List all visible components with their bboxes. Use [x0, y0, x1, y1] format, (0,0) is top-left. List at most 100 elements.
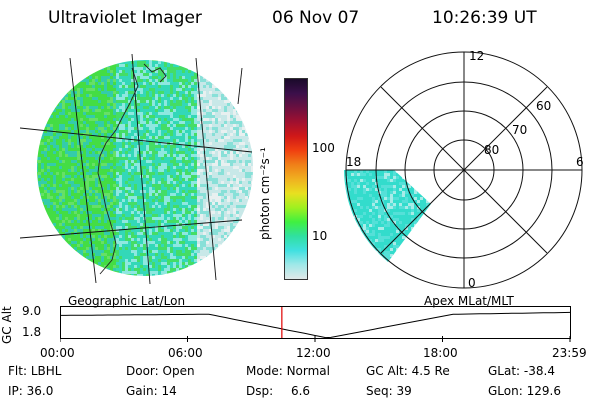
geo-pixel: [176, 226, 179, 229]
geo-pixel: [128, 199, 131, 202]
geo-pixel: [137, 91, 140, 94]
geo-pixel: [131, 106, 134, 109]
geo-pixel: [197, 157, 200, 160]
geo-pixel: [137, 112, 140, 115]
geo-pixel: [137, 73, 140, 76]
geo-pixel: [230, 67, 233, 70]
geo-pixel: [68, 139, 71, 142]
geo-pixel: [176, 67, 179, 70]
geo-pixel: [113, 214, 116, 217]
geo-pixel: [164, 190, 167, 193]
geo-pixel: [38, 85, 41, 88]
geo-pixel: [164, 226, 167, 229]
geo-pixel: [149, 142, 152, 145]
geo-pixel: [155, 220, 158, 223]
geo-pixel: [191, 199, 194, 202]
geo-pixel: [47, 184, 50, 187]
geo-pixel: [242, 202, 245, 205]
geo-pixel: [242, 172, 245, 175]
geo-pixel: [119, 127, 122, 130]
geo-pixel: [56, 190, 59, 193]
geo-pixel: [128, 202, 131, 205]
geo-pixel: [89, 169, 92, 172]
geo-pixel: [212, 106, 215, 109]
geo-pixel: [37, 202, 38, 205]
geo-pixel: [173, 97, 176, 100]
geo-pixel: [197, 91, 200, 94]
geo-pixel: [221, 217, 224, 220]
geo-pixel: [149, 172, 152, 175]
geo-pixel: [146, 67, 149, 70]
geo-pixel: [128, 133, 131, 136]
geo-pixel: [134, 139, 137, 142]
geo-pixel: [224, 151, 227, 154]
geo-pixel: [74, 118, 77, 121]
geo-pixel: [227, 196, 230, 199]
geo-pixel: [167, 217, 170, 220]
geo-pixel: [203, 199, 206, 202]
geo-pixel: [197, 94, 200, 97]
geo-pixel: [74, 178, 77, 181]
geo-pixel: [194, 181, 197, 184]
geo-pixel: [251, 70, 253, 73]
geo-pixel: [119, 61, 122, 64]
geo-pixel: [215, 88, 218, 91]
geo-pixel: [248, 118, 251, 121]
geo-pixel: [221, 169, 224, 172]
geo-pixel: [71, 103, 74, 106]
geo-pixel: [191, 223, 194, 226]
geo-pixel: [50, 100, 53, 103]
geo-pixel: [182, 88, 185, 91]
geo-pixel: [140, 94, 143, 97]
geo-pixel: [215, 205, 218, 208]
geo-pixel: [233, 148, 236, 151]
geo-pixel: [95, 136, 98, 139]
geo-pixel: [173, 196, 176, 199]
geo-pixel: [65, 256, 68, 259]
geo-pixel: [158, 136, 161, 139]
geo-pixel: [134, 106, 137, 109]
geo-pixel: [146, 118, 149, 121]
geo-pixel: [179, 193, 182, 196]
geo-pixel: [122, 199, 125, 202]
geo-pixel: [71, 100, 74, 103]
geo-pixel: [38, 109, 41, 112]
geo-pixel: [242, 91, 245, 94]
geo-pixel: [77, 229, 80, 232]
geo-pixel: [119, 190, 122, 193]
geo-pixel: [212, 94, 215, 97]
geo-pixel: [224, 157, 227, 160]
geo-pixel: [254, 88, 257, 91]
geo-pixel: [92, 190, 95, 193]
geo-pixel: [41, 217, 44, 220]
geo-pixel: [155, 151, 158, 154]
geo-pixel: [98, 217, 101, 220]
geo-pixel: [128, 115, 131, 118]
geo-pixel: [68, 94, 71, 97]
geo-pixel: [221, 109, 224, 112]
geo-pixel: [176, 97, 179, 100]
geo-pixel: [254, 220, 257, 223]
geo-pixel: [212, 184, 215, 187]
geo-pixel: [188, 60, 191, 61]
geo-pixel: [218, 169, 221, 172]
geo-pixel: [44, 109, 47, 112]
geo-pixel: [194, 76, 197, 79]
geo-pixel: [191, 247, 194, 250]
geo-pixel: [161, 60, 164, 61]
geo-pixel: [47, 91, 50, 94]
geo-pixel: [245, 250, 248, 253]
geo-pixel: [83, 214, 86, 217]
geo-pixel: [50, 145, 53, 148]
geo-pixel: [182, 238, 185, 241]
geo-pixel: [146, 115, 149, 118]
geo-pixel: [161, 124, 164, 127]
geo-pixel: [164, 157, 167, 160]
geo-pixel: [140, 235, 143, 238]
geo-pixel: [230, 157, 233, 160]
geo-pixel: [62, 100, 65, 103]
geo-pixel: [107, 238, 110, 241]
geo-pixel: [65, 82, 68, 85]
geo-pixel: [251, 91, 253, 94]
geo-pixel: [206, 199, 209, 202]
